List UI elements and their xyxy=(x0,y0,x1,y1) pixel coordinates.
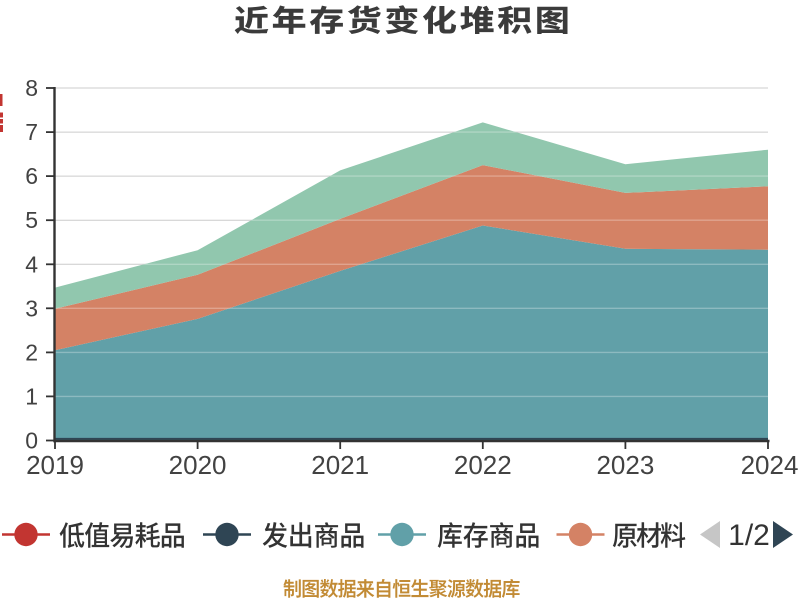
svg-text:5: 5 xyxy=(25,207,38,233)
svg-text:3: 3 xyxy=(25,295,38,321)
svg-text:4: 4 xyxy=(25,251,38,277)
svg-text:7: 7 xyxy=(25,119,38,145)
svg-text:2019: 2019 xyxy=(26,450,84,480)
svg-text:1/2: 1/2 xyxy=(728,519,770,552)
svg-text:2020: 2020 xyxy=(169,450,227,480)
svg-text:2023: 2023 xyxy=(596,450,654,480)
svg-text:2024: 2024 xyxy=(741,450,799,480)
svg-text:2: 2 xyxy=(25,339,38,365)
svg-text:2021: 2021 xyxy=(311,450,369,480)
svg-text:1: 1 xyxy=(25,383,38,409)
svg-text:0: 0 xyxy=(25,428,38,454)
svg-text:6: 6 xyxy=(25,163,38,189)
svg-text:8: 8 xyxy=(25,75,38,101)
svg-text:2022: 2022 xyxy=(454,450,512,480)
